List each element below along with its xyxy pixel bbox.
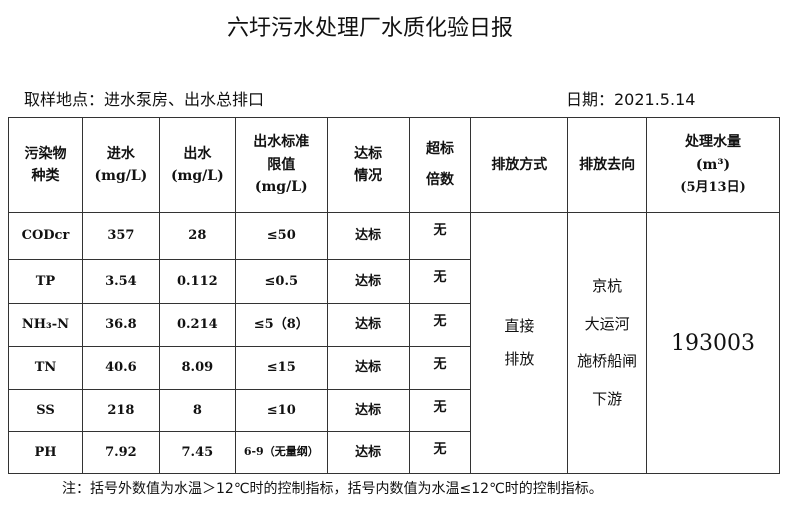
cell-exceed: 无 xyxy=(408,259,472,304)
discharge-mode: 直接 排放 xyxy=(470,212,569,474)
cell-out: 28 xyxy=(158,212,236,260)
footnote: 注：括号外数值为水温＞12℃时的控制指标，括号内数值为水温≤12℃时的控制指标。 xyxy=(62,481,603,497)
cell-out: 8.09 xyxy=(158,346,236,390)
treated-volume: 193003 xyxy=(646,212,780,474)
table-row: SS 218 8 ≤10 达标无 xyxy=(8,389,780,432)
cell-limit: ≤0.5 xyxy=(234,259,328,304)
cell-limit: ≤10 xyxy=(234,389,328,432)
cell-exceed: 无 xyxy=(408,346,472,390)
report-title: 六圩污水处理厂水质化验日报 xyxy=(226,16,513,41)
cell-in: 36.8 xyxy=(81,303,160,347)
cell-in: 3.54 xyxy=(81,259,160,304)
header-limit: 出水标准 限值 (mg/L) xyxy=(234,117,328,213)
water-quality-table: 污染物 种类 进水 (mg/L) 出水 (mg/L) 出水标准 限值 (mg/L) 达标情… xyxy=(8,117,780,474)
cell-name: CODcr xyxy=(8,212,83,260)
header-exceed: 超标 倍数 xyxy=(408,117,472,213)
cell-limit: ≤50 xyxy=(234,212,328,260)
cell-name: PH xyxy=(8,431,83,474)
header-discharge-dest: 排放去向 xyxy=(567,117,648,213)
cell-in: 218 xyxy=(81,389,160,432)
cell-name: NH₃-N xyxy=(8,303,83,347)
cell-status: 达标 xyxy=(326,431,410,474)
cell-out: 8 xyxy=(158,389,236,432)
cell-status: 达标 xyxy=(326,303,410,347)
cell-out: 7.45 xyxy=(158,431,236,474)
cell-limit: 6-9（无量纲） xyxy=(234,431,328,474)
table-row: PH 7.92 7.45 6-9（无量纲） 达标无 xyxy=(8,431,780,474)
table-row: TP 3.54 0.112 ≤0.5 达标无 xyxy=(8,259,780,304)
cell-in: 7.92 xyxy=(81,431,160,474)
cell-exceed: 无 xyxy=(408,303,472,347)
cell-name: SS xyxy=(8,389,83,432)
header-outflow: 出水 (mg/L) xyxy=(158,117,236,213)
cell-limit: ≤15 xyxy=(234,346,328,390)
cell-out: 0.112 xyxy=(158,259,236,304)
cell-in: 40.6 xyxy=(81,346,160,390)
cell-status: 达标 xyxy=(326,346,410,390)
cell-status: 达标 xyxy=(326,212,410,260)
header-row: 污染物 种类 进水 (mg/L) 出水 (mg/L) 出水标准 限值 (mg/L) 达标情… xyxy=(8,117,780,213)
cell-exceed: 无 xyxy=(408,212,472,260)
report-date: 日期：2021.5.14 xyxy=(566,90,696,109)
cell-exceed: 无 xyxy=(408,389,472,432)
sampling-location: 取样地点：进水泵房、出水总排口 xyxy=(24,90,265,109)
table-row: CODcr 357 28 ≤50 达标无直接 排放 京杭 大运河 施桥船闸 下游 193003 xyxy=(8,212,780,474)
header-volume: 处理水量 (m³) (5月13日) xyxy=(646,117,780,213)
cell-limit: ≤5（8） xyxy=(234,303,328,347)
header-inflow: 进水 (mg/L) xyxy=(81,117,160,213)
table-row: TN 40.6 8.09 ≤15 达标无 xyxy=(8,346,780,390)
discharge-destination: 京杭 大运河 施桥船闸 下游 xyxy=(567,212,648,474)
cell-status: 达标 xyxy=(326,389,410,432)
cell-name: TP xyxy=(8,259,83,304)
cell-status: 达标 xyxy=(326,259,410,304)
header-discharge-mode: 排放方式 xyxy=(470,117,569,213)
cell-in: 357 xyxy=(81,212,160,260)
cell-out: 0.214 xyxy=(158,303,236,347)
cell-name: TN xyxy=(8,346,83,390)
table-row: NH₃-N 36.8 0.214 ≤5（8） 达标无 xyxy=(8,303,780,347)
cell-exceed: 无 xyxy=(408,431,472,474)
header-compliance: 达标 情况 xyxy=(326,117,410,213)
header-pollutant: 污染物 种类 xyxy=(8,117,83,213)
